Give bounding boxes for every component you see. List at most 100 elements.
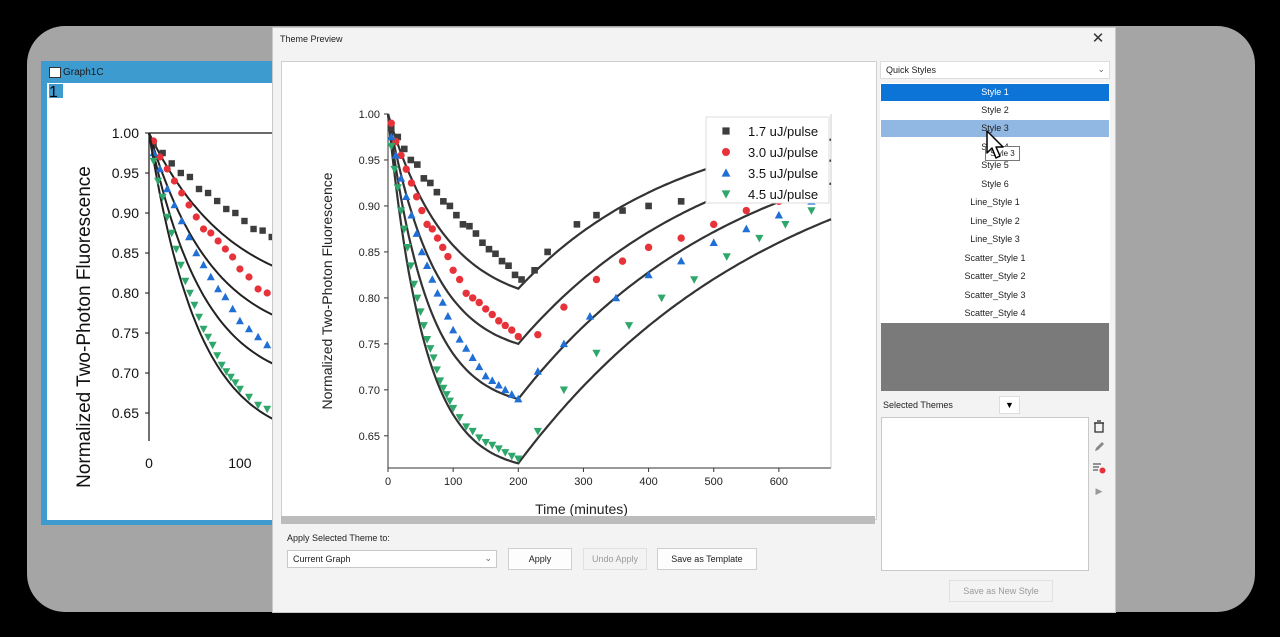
- data-point: [462, 289, 470, 297]
- style-item[interactable]: Line_Style 2: [970, 216, 1020, 226]
- data-point: [721, 190, 731, 199]
- data-point: [585, 311, 595, 320]
- data-point: [402, 165, 410, 173]
- list-remove-icon[interactable]: [1091, 462, 1107, 478]
- x-tick-label: 400: [639, 476, 657, 488]
- data-point: [206, 272, 215, 281]
- data-point: [185, 201, 193, 209]
- data-point: [391, 151, 400, 159]
- bg-series-group: [149, 157, 335, 438]
- x-tick-label: 300: [574, 476, 592, 488]
- data-point: [475, 362, 484, 371]
- background-graph: 1.000.950.900.850.800.750.700.65010020No…: [74, 125, 339, 488]
- data-point: [158, 193, 167, 202]
- data-point: [501, 449, 510, 457]
- data-point: [444, 252, 452, 261]
- play-icon[interactable]: ▶: [1095, 486, 1103, 496]
- data-point: [514, 455, 523, 464]
- bg-y-tick-label: 1.00: [112, 125, 139, 141]
- graph1c-titlebar[interactable]: Graph1C: [41, 61, 281, 81]
- pencil-icon[interactable]: [1091, 441, 1107, 457]
- data-point: [387, 119, 395, 127]
- data-point: [443, 311, 453, 320]
- data-point: [192, 248, 201, 257]
- style-item[interactable]: Scatter_Style 3: [964, 290, 1026, 300]
- data-point: [414, 161, 421, 168]
- data-point: [407, 156, 415, 164]
- data-point: [433, 188, 441, 196]
- style-item[interactable]: Line_Style 3: [970, 234, 1020, 244]
- data-point: [498, 257, 506, 265]
- data-point: [459, 221, 467, 228]
- data-point: [422, 335, 432, 344]
- data-point: [449, 266, 457, 275]
- data-point: [214, 237, 222, 245]
- style-item[interactable]: Style 5: [981, 160, 1009, 170]
- layer-badge[interactable]: 1: [49, 84, 63, 101]
- preview-pane: 1.00 0.95 0.90 0.85 0.80 0.75 0.70 0.65 0 100 200 3…: [281, 61, 877, 520]
- data-point: [417, 247, 426, 256]
- data-point: [468, 353, 477, 361]
- style-item[interactable]: Style 6: [981, 179, 1009, 189]
- style-item[interactable]: Style 3: [881, 120, 1109, 137]
- data-point: [416, 308, 425, 316]
- style-item[interactable]: Style 1: [881, 84, 1109, 101]
- data-point: [207, 229, 215, 237]
- data-point: [559, 339, 568, 348]
- trash-icon[interactable]: [1091, 420, 1107, 436]
- theme-preview-dialog: Theme Preview ✕ 1.00 0.95 0.90 0.85 0.80 0.75…: [272, 27, 1116, 613]
- data-point: [508, 326, 516, 334]
- data-point: [213, 352, 222, 360]
- selected-themes-dropdown[interactable]: ▼: [999, 396, 1020, 414]
- data-point: [573, 221, 581, 228]
- data-point: [592, 349, 601, 358]
- data-point: [423, 220, 431, 229]
- data-point: [402, 192, 411, 201]
- style-item[interactable]: Line_Style 1: [970, 197, 1020, 207]
- preview-scrollbar[interactable]: [281, 516, 875, 524]
- apply-button[interactable]: Apply: [508, 548, 572, 570]
- style-item[interactable]: Scatter_Style 4: [964, 308, 1026, 318]
- data-point: [163, 213, 172, 222]
- data-point: [181, 277, 190, 286]
- apply-target-dropdown[interactable]: Current Graph ⌄: [287, 550, 497, 568]
- data-point: [677, 256, 686, 265]
- data-point: [204, 189, 212, 197]
- data-point: [195, 185, 203, 193]
- save-as-template-button[interactable]: Save as Template: [657, 548, 757, 570]
- data-point: [494, 380, 503, 389]
- undo-apply-button[interactable]: Undo Apply: [583, 548, 647, 570]
- data-point: [250, 225, 257, 233]
- selected-themes-list[interactable]: [881, 417, 1089, 571]
- data-point: [419, 322, 428, 330]
- data-point: [407, 210, 416, 219]
- data-point: [475, 298, 483, 307]
- style-item[interactable]: Scatter_Style 1: [964, 253, 1026, 263]
- series-group: [387, 119, 816, 341]
- data-point: [406, 262, 415, 271]
- data-point: [236, 265, 244, 273]
- data-point: [393, 184, 402, 192]
- close-icon[interactable]: ✕: [1091, 30, 1105, 47]
- data-point: [387, 132, 396, 141]
- graph1c-canvas[interactable]: 1.000.950.900.850.800.750.700.65010020No…: [47, 83, 339, 520]
- data-point: [507, 452, 516, 461]
- data-point: [149, 157, 158, 166]
- data-point: [494, 445, 503, 453]
- chevron-down-icon: ⌄: [1097, 64, 1105, 74]
- data-point: [199, 225, 208, 233]
- y-tick-label: 0.75: [359, 339, 380, 351]
- style-item[interactable]: Style 2: [981, 105, 1009, 115]
- data-point: [709, 238, 718, 247]
- style-item[interactable]: Scatter_Style 2: [964, 271, 1026, 281]
- quick-styles-dropdown[interactable]: Quick Styles ⌄: [880, 61, 1110, 79]
- save-as-new-style-button[interactable]: Save as New Style: [949, 580, 1053, 602]
- data-point: [462, 423, 471, 431]
- data-point: [677, 198, 685, 205]
- data-point: [422, 261, 432, 270]
- data-point: [190, 301, 199, 310]
- data-point: [263, 289, 271, 297]
- data-point: [263, 340, 272, 349]
- data-point: [390, 165, 399, 174]
- data-point: [495, 317, 503, 325]
